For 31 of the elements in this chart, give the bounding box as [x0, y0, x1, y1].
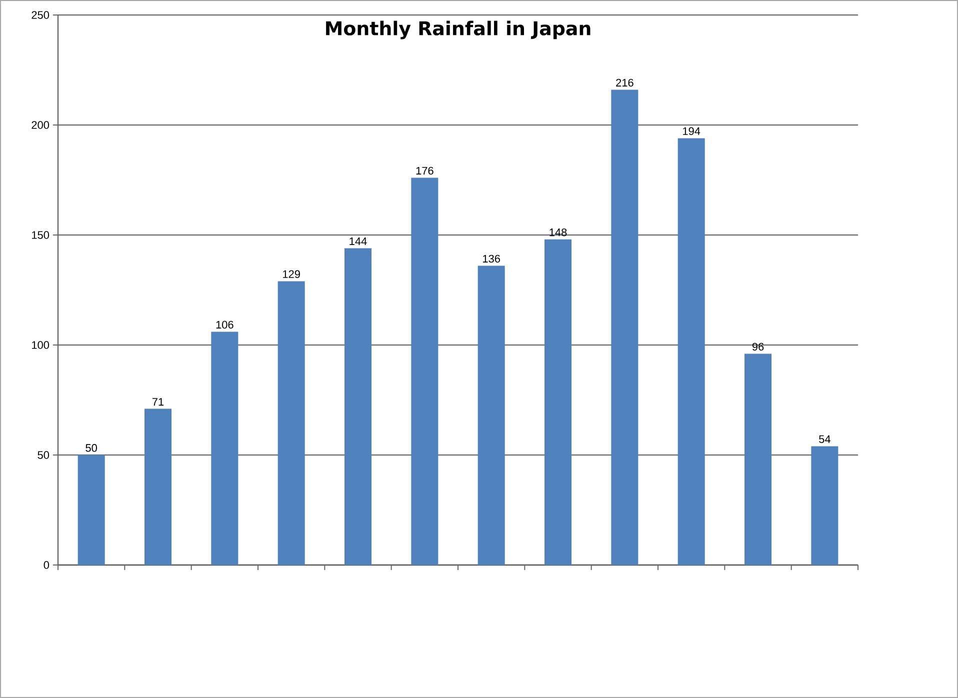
data-label: 71: [152, 398, 164, 406]
data-label: 136: [483, 254, 500, 263]
data-label: 54: [819, 435, 830, 443]
bar: [78, 454, 105, 565]
data-label: 144: [350, 237, 367, 245]
data-label: 216: [616, 78, 634, 87]
y-tick-label: 100: [32, 341, 50, 349]
data-label: 176: [416, 166, 434, 175]
y-tick-label: 200: [32, 121, 50, 129]
y-tick-label: 250: [32, 11, 50, 19]
data-label: 96: [752, 342, 764, 351]
bar: [611, 90, 638, 565]
y-tick-label: 50: [38, 451, 50, 459]
bar: [478, 266, 505, 565]
bar: [744, 354, 772, 565]
bar: [211, 332, 238, 565]
bar: [344, 248, 372, 565]
bar: [411, 178, 438, 565]
data-label: 106: [216, 320, 234, 329]
chart-title: Monthly Rainfall in Japan: [326, 20, 590, 40]
data-label: 148: [550, 228, 567, 236]
data-label: 129: [283, 270, 300, 278]
bar: [678, 138, 705, 565]
bar: [278, 281, 305, 565]
data-label: 194: [683, 127, 700, 135]
data-label: 50: [86, 444, 97, 452]
y-tick-label: 150: [32, 231, 50, 239]
bar: [544, 239, 572, 565]
bar: [144, 408, 172, 565]
y-tick-label: 0: [44, 561, 50, 569]
bar: [811, 446, 838, 565]
